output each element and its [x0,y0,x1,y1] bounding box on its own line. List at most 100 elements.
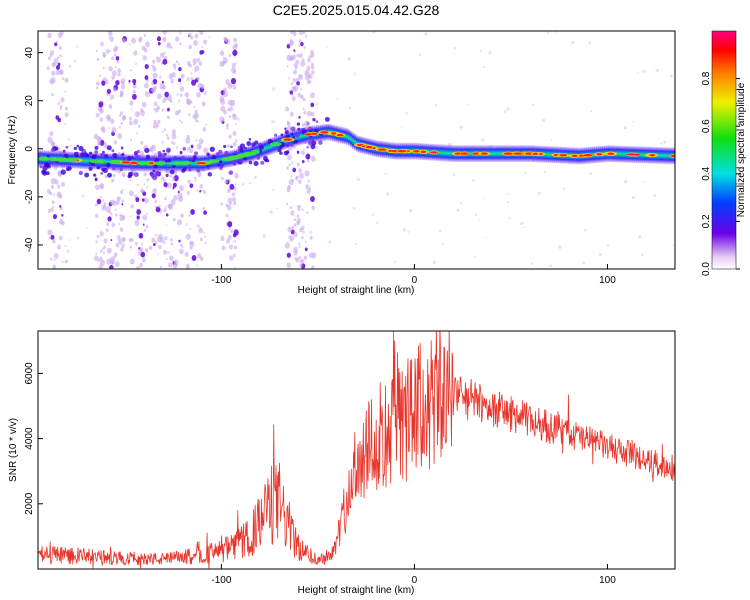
noise-speckle [120,146,124,150]
noise-speckle [306,65,311,71]
noise-speckle [286,65,289,68]
ridge-blob [244,146,247,150]
noise-speckle [86,227,89,229]
noise-speckle [116,60,120,64]
noise-speckle [298,39,302,44]
noise-speckle [106,88,111,94]
noise-speckle [108,104,113,109]
noise-speckle [203,91,207,95]
noise-speckle [133,118,139,125]
noise-speckle [384,173,387,176]
noise-speckle [95,203,98,207]
noise-speckle [59,46,63,50]
noise-speckle [269,210,274,214]
noise-speckle [133,50,138,56]
noise-speckle [301,236,304,240]
noise-speckle [179,93,183,98]
noise-speckle [46,189,51,194]
noise-speckle [301,58,305,62]
ridge-blob [39,165,43,169]
noise-speckle [58,218,64,225]
noise-speckle [219,116,225,123]
noise-speckle [303,148,306,151]
noise-speckle [136,132,138,135]
ridge-blob [295,133,300,138]
noise-speckle [301,150,305,156]
noise-speckle [220,235,225,241]
ridge-segment [352,132,355,150]
ridge-blob [73,151,79,157]
ridge-segment [282,133,285,151]
noise-speckle [121,237,126,243]
noise-speckle [198,138,204,145]
ridge-blob [194,151,199,156]
noise-speckle [178,99,181,103]
noise-speckle [144,248,149,253]
noise-speckle [185,263,190,269]
noise-speckle [51,141,56,147]
noise-speckle [48,236,51,240]
noise-speckle [63,261,66,264]
noise-speckle [197,224,200,228]
ridge-segment [550,146,553,164]
noise-speckle [177,190,180,194]
noise-speckle [141,101,147,108]
spectrogram-axes: -100 0 100 -40 -20 0 20 40 [24,47,616,286]
ridge-segment [668,147,671,165]
noise-speckle [165,213,169,217]
noise-speckle [288,163,291,167]
noise-speckle [176,146,179,149]
noise-speckle [456,208,460,212]
noise-speckle [51,200,55,205]
ridge-blob [238,158,243,163]
noise-speckle [300,60,306,67]
ridge-blob [283,150,289,156]
noise-speckle [229,202,232,205]
noise-speckle [306,211,309,215]
noise-speckle [485,236,488,239]
noise-speckle [153,119,157,124]
noise-speckle [59,104,63,108]
ridge-blob [281,143,285,147]
noise-speckle [541,118,546,122]
snr-y-axis-label: SNR (10 * v/v) [8,418,19,482]
noise-speckle [151,145,154,149]
noise-speckle [186,77,190,82]
noise-speckle [109,36,114,42]
noise-speckle [48,56,51,60]
noise-speckle [488,51,492,55]
ridge-blob [264,158,268,162]
noise-speckle [184,251,189,257]
spectrogram-x-tick-label: 0 [412,275,418,286]
noise-speckle [59,69,64,76]
noise-speckle [286,202,289,206]
noise-speckle [47,229,53,236]
ridge-blob [278,137,281,141]
noise-speckle [162,36,167,43]
noise-speckle [115,213,118,217]
noise-speckle [151,64,155,69]
ridge-blob [100,172,104,175]
noise-speckle [55,40,59,44]
noise-speckle [199,31,204,35]
noise-speckle [163,249,168,255]
noise-speckle [165,224,168,227]
ridge-blob [182,147,186,151]
noise-speckle [228,134,232,139]
noise-speckle [95,49,98,53]
noise-speckle [178,66,182,72]
noise-speckle [234,42,239,48]
ridge-peak [121,161,131,164]
noise-speckle [157,124,160,127]
noise-speckle [50,77,56,84]
ridge-segment [500,145,503,163]
ridge-blob [65,145,69,149]
noise-speckle [197,59,201,63]
noise-speckle [232,239,237,244]
noise-speckle [193,39,198,46]
noise-speckle [290,147,293,151]
noise-speckle [202,189,206,193]
noise-speckle [303,46,306,49]
ridge-blob [167,158,172,163]
frequency-ridge [38,116,675,181]
